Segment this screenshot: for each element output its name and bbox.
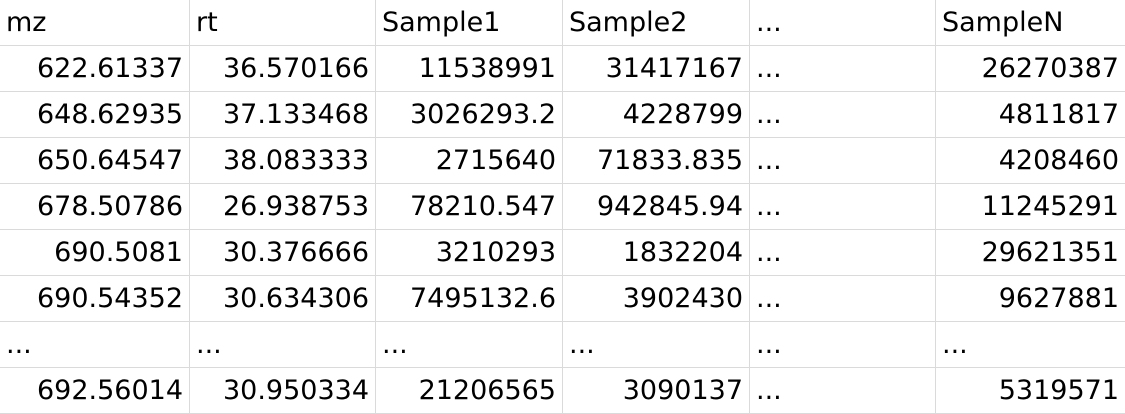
sample2-cell[interactable]: 3902430	[563, 276, 750, 322]
column-header-samplen[interactable]: SampleN	[936, 0, 1125, 46]
ellipsis-cell[interactable]: ...	[750, 184, 936, 230]
ellipsis-cell[interactable]: ...	[563, 322, 750, 368]
column-header-ellipsis[interactable]: ...	[750, 0, 936, 46]
table-row: 692.56014 30.950334 21206565 3090137 ...…	[0, 368, 1125, 414]
sample1-cell[interactable]: 7495132.6	[376, 276, 563, 322]
column-header-rt[interactable]: rt	[190, 0, 376, 46]
rt-cell[interactable]: 36.570166	[190, 46, 376, 92]
ellipsis-cell[interactable]: ...	[750, 92, 936, 138]
column-header-sample2[interactable]: Sample2	[563, 0, 750, 46]
table-row: 648.62935 37.133468 3026293.2 4228799 ..…	[0, 92, 1125, 138]
ellipsis-cell[interactable]: ...	[750, 276, 936, 322]
ellipsis-cell[interactable]: ...	[936, 322, 1125, 368]
table-row: 690.54352 30.634306 7495132.6 3902430 ..…	[0, 276, 1125, 322]
ellipsis-cell[interactable]: ...	[750, 368, 936, 414]
table-row: 650.64547 38.083333 2715640 71833.835 ..…	[0, 138, 1125, 184]
sample2-cell[interactable]: 31417167	[563, 46, 750, 92]
samplen-cell[interactable]: 5319571	[936, 368, 1125, 414]
table-row: 690.5081 30.376666 3210293 1832204 ... 2…	[0, 230, 1125, 276]
mz-cell[interactable]: 622.61337	[0, 46, 190, 92]
rt-cell[interactable]: 30.634306	[190, 276, 376, 322]
ellipsis-cell[interactable]: ...	[0, 322, 190, 368]
rt-cell[interactable]: 30.376666	[190, 230, 376, 276]
samplen-cell[interactable]: 9627881	[936, 276, 1125, 322]
sample1-cell[interactable]: 2715640	[376, 138, 563, 184]
sample2-cell[interactable]: 71833.835	[563, 138, 750, 184]
sample2-cell[interactable]: 942845.94	[563, 184, 750, 230]
mz-cell[interactable]: 648.62935	[0, 92, 190, 138]
ellipsis-cell[interactable]: ...	[190, 322, 376, 368]
ellipsis-row: ... ... ... ... ... ...	[0, 322, 1125, 368]
ellipsis-cell[interactable]: ...	[750, 322, 936, 368]
samplen-cell[interactable]: 11245291	[936, 184, 1125, 230]
sample2-cell[interactable]: 3090137	[563, 368, 750, 414]
column-header-mz[interactable]: mz	[0, 0, 190, 46]
table-row: 622.61337 36.570166 11538991 31417167 ..…	[0, 46, 1125, 92]
mz-cell[interactable]: 678.50786	[0, 184, 190, 230]
ellipsis-cell[interactable]: ...	[750, 138, 936, 184]
samplen-cell[interactable]: 4208460	[936, 138, 1125, 184]
ellipsis-cell[interactable]: ...	[376, 322, 563, 368]
sample1-cell[interactable]: 78210.547	[376, 184, 563, 230]
mz-cell[interactable]: 690.54352	[0, 276, 190, 322]
table-row: 678.50786 26.938753 78210.547 942845.94 …	[0, 184, 1125, 230]
sample2-cell[interactable]: 4228799	[563, 92, 750, 138]
mz-cell[interactable]: 690.5081	[0, 230, 190, 276]
ellipsis-cell[interactable]: ...	[750, 230, 936, 276]
sample2-cell[interactable]: 1832204	[563, 230, 750, 276]
sample1-cell[interactable]: 3026293.2	[376, 92, 563, 138]
ellipsis-cell[interactable]: ...	[750, 46, 936, 92]
mz-cell[interactable]: 692.56014	[0, 368, 190, 414]
header-row: mz rt Sample1 Sample2 ... SampleN	[0, 0, 1125, 46]
samplen-cell[interactable]: 4811817	[936, 92, 1125, 138]
rt-cell[interactable]: 37.133468	[190, 92, 376, 138]
samplen-cell[interactable]: 29621351	[936, 230, 1125, 276]
rt-cell[interactable]: 26.938753	[190, 184, 376, 230]
sample1-cell[interactable]: 3210293	[376, 230, 563, 276]
rt-cell[interactable]: 38.083333	[190, 138, 376, 184]
column-header-sample1[interactable]: Sample1	[376, 0, 563, 46]
rt-cell[interactable]: 30.950334	[190, 368, 376, 414]
sample1-cell[interactable]: 11538991	[376, 46, 563, 92]
mz-cell[interactable]: 650.64547	[0, 138, 190, 184]
sample1-cell[interactable]: 21206565	[376, 368, 563, 414]
samplen-cell[interactable]: 26270387	[936, 46, 1125, 92]
